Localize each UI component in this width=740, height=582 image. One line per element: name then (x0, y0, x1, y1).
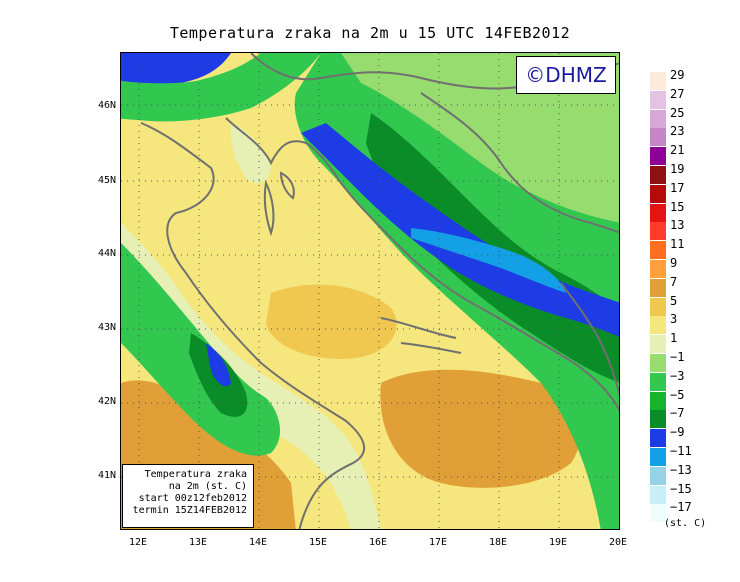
island-cres (263, 179, 275, 237)
island-krk (279, 171, 295, 200)
legend-label: 25 (670, 105, 685, 120)
legend-swatch (650, 448, 666, 466)
legend-label: 13 (670, 218, 685, 233)
islands-south (380, 317, 462, 354)
legend-label: −1 (670, 350, 685, 364)
border-bosnia (560, 282, 619, 396)
legend-swatch (650, 354, 666, 372)
map-title: Temperatura zraka na 2m u 15 UTC 14FEB20… (169, 24, 571, 42)
legend-swatch (650, 203, 666, 222)
legend-swatch (650, 429, 666, 448)
lat-label-44n: 44N (97, 248, 116, 259)
legend-label: 23 (670, 124, 685, 139)
legend-label: 17 (670, 180, 685, 195)
lat-label-43n: 43N (97, 322, 116, 333)
legend-swatch (650, 90, 666, 109)
lon-label-18e: 18E (488, 537, 508, 548)
adriatic-warm-patch (266, 284, 397, 359)
legend-label: 15 (670, 199, 685, 214)
legend-label: 29 (670, 68, 685, 82)
dinaric-cold-core (411, 228, 566, 293)
legend-swatch (650, 184, 666, 203)
legend-label: 11 (670, 237, 685, 252)
legend-swatch (650, 109, 666, 128)
south-adriatic-warm (380, 369, 581, 488)
istria-light-zone (230, 123, 271, 184)
legend-swatch (650, 485, 666, 504)
italy-coastline (140, 122, 365, 529)
lon-label-13e: 13E (188, 537, 208, 548)
lon-label-15e: 15E (308, 537, 328, 548)
lon-label-19e: 19E (548, 537, 568, 548)
legend-swatch (650, 166, 666, 184)
legend-swatch (650, 316, 666, 335)
legend-label: −3 (670, 368, 685, 383)
dinaric-cold-band (301, 123, 619, 338)
italy-coast-band (121, 223, 381, 529)
lat-label-42n: 42N (97, 396, 116, 407)
legend-label: 19 (670, 162, 685, 176)
legend-label: −7 (670, 406, 685, 421)
lat-label-46n: 46N (97, 100, 116, 111)
info-box: Temperatura zraka na 2m (st. C) start 00… (122, 464, 254, 528)
legend-swatch (650, 372, 666, 391)
legend-label: −11 (670, 444, 692, 458)
legend-label: −13 (670, 462, 692, 477)
info-line-4: termin 15Z14FEB2012 (132, 505, 247, 516)
lon-label-16e: 16E (368, 537, 388, 548)
info-line-2: na 2m (st. C) (168, 481, 247, 492)
legend-unit: (st. C) (664, 518, 707, 529)
legend-swatch (650, 410, 666, 429)
legend-swatch (650, 391, 666, 410)
legend-swatch (650, 128, 666, 147)
legend-swatch (650, 335, 666, 354)
lon-label-20e: 20E (608, 537, 628, 548)
legend-swatch (650, 260, 666, 278)
legend-label: −5 (670, 387, 685, 402)
legend-label: −9 (670, 425, 685, 440)
legend-swatch (650, 278, 666, 297)
legend-label: −17 (670, 500, 692, 515)
legend-swatch (650, 147, 666, 166)
legend-swatch (650, 241, 666, 260)
legend-label: −15 (670, 481, 692, 496)
legend-label: 5 (670, 293, 678, 308)
lon-label-12e: 12E (128, 537, 148, 548)
lon-label-14e: 14E (248, 537, 268, 548)
lon-label-17e: 17E (428, 537, 448, 548)
lat-label-41n: 41N (97, 470, 116, 481)
legend-swatch (650, 222, 666, 241)
legend-label: 9 (670, 256, 678, 270)
croatia-coastline (225, 117, 619, 412)
legend-label: 27 (670, 86, 685, 101)
dhmz-logo: ©DHMZ (516, 56, 616, 94)
lat-label-45n: 45N (97, 175, 116, 186)
legend-label: 7 (670, 274, 678, 289)
legend-label: 3 (670, 312, 678, 327)
legend-swatch (650, 72, 666, 90)
legend-label: 21 (670, 143, 685, 158)
temperature-map (120, 52, 620, 530)
alpine-green-zone (121, 53, 321, 122)
info-line-3: start 00z12feb2012 (138, 493, 247, 504)
legend-swatch (650, 297, 666, 316)
legend-label: 1 (670, 331, 678, 346)
info-line-1: Temperatura zraka (144, 469, 247, 480)
apennines-blue (206, 343, 231, 387)
legend-swatch (650, 504, 666, 523)
alpine-cold-zone (121, 53, 231, 85)
legend-swatch (650, 466, 666, 485)
border-inland (420, 92, 619, 234)
